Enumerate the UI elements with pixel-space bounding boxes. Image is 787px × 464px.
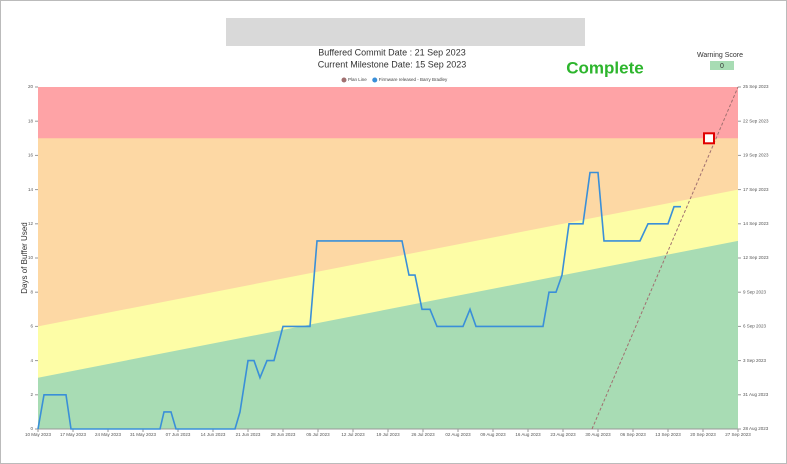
x-tick-label: 10 May 2023 bbox=[25, 432, 52, 437]
legend-swatch bbox=[372, 77, 378, 83]
zone bbox=[38, 240, 738, 429]
x-tick-label: 02 Aug 2023 bbox=[445, 432, 471, 437]
y-tick-label: 18 bbox=[28, 118, 34, 123]
status: Complete bbox=[566, 58, 643, 77]
y-tick-label: 20 bbox=[28, 84, 34, 89]
y-tick-label: 2 bbox=[30, 392, 33, 397]
y-tick-label: 6 bbox=[30, 324, 33, 329]
y2-tick-label: 17 Sep 2023 bbox=[743, 187, 769, 192]
x-tick-label: 09 Aug 2023 bbox=[480, 432, 506, 437]
x-tick-label: 07 Jun 2023 bbox=[166, 432, 191, 437]
subtitle: Buffered Commit Date : 21 Sep 2023 bbox=[318, 47, 465, 57]
x-tick-label: 05 Jul 2023 bbox=[306, 432, 330, 437]
series-line bbox=[591, 86, 739, 430]
y2-tick-label: 6 Sep 2023 bbox=[743, 324, 767, 329]
y2-tick-label: 9 Sep 2023 bbox=[743, 289, 767, 294]
y2-tick-label: 25 Sep 2023 bbox=[743, 84, 769, 89]
warning-score: 0 bbox=[720, 63, 724, 70]
x-tick-label: 14 Jun 2023 bbox=[201, 432, 226, 437]
legend-swatch bbox=[341, 77, 347, 83]
y2-tick-label: 3 Sep 2023 bbox=[743, 358, 767, 363]
x-tick-label: 06 Sep 2023 bbox=[620, 432, 646, 437]
x-tick-label: 30 Aug 2023 bbox=[585, 432, 611, 437]
x-tick-label: 28 Jun 2023 bbox=[271, 432, 296, 437]
y2-tick-label: 19 Sep 2023 bbox=[743, 153, 769, 158]
x-tick-label: 27 Sep 2023 bbox=[725, 432, 751, 437]
x-tick-label: 16 Aug 2023 bbox=[515, 432, 541, 437]
series-line bbox=[37, 171, 681, 430]
y2-tick-label: 14 Sep 2023 bbox=[743, 221, 769, 226]
y2-tick-label: 22 Sep 2023 bbox=[743, 118, 769, 123]
marker bbox=[703, 132, 715, 145]
x-tick-label: 21 Jun 2023 bbox=[236, 432, 261, 437]
y-axis-label: Days of Buffer Used bbox=[20, 222, 29, 293]
y2-tick-label: 31 Aug 2023 bbox=[743, 392, 769, 397]
y2-tick-label: 12 Sep 2023 bbox=[743, 255, 769, 260]
x-tick-label: 12 Jul 2023 bbox=[341, 432, 365, 437]
x-tick-label: 26 Jul 2023 bbox=[411, 432, 435, 437]
y-tick-label: 10 bbox=[28, 255, 34, 260]
x-tick-label: 23 Aug 2023 bbox=[550, 432, 576, 437]
subtitle: Current Milestone Date: 15 Sep 2023 bbox=[318, 59, 467, 69]
y-tick-label: 4 bbox=[30, 358, 33, 363]
legend-label: Plan Line bbox=[348, 77, 367, 82]
x-tick-label: 13 Sep 2023 bbox=[655, 432, 681, 437]
redacted-title bbox=[226, 18, 585, 46]
legend-label: Firmware released - Barry Bradley bbox=[379, 77, 448, 82]
y-tick-label: 8 bbox=[30, 289, 33, 294]
x-tick-label: 20 Sep 2023 bbox=[690, 432, 716, 437]
y-tick-label: 16 bbox=[28, 153, 34, 158]
x-tick-label: 24 May 2023 bbox=[95, 432, 122, 437]
y-tick-label: 0 bbox=[30, 426, 33, 431]
x-tick-label: 31 May 2023 bbox=[130, 432, 157, 437]
y-tick-label: 14 bbox=[28, 187, 34, 192]
y2-tick-label: 28 Aug 2023 bbox=[743, 426, 769, 431]
y-tick-label: 12 bbox=[28, 221, 34, 226]
x-tick-label: 17 May 2023 bbox=[60, 432, 87, 437]
x-tick-label: 19 Jul 2023 bbox=[376, 432, 400, 437]
warning-score-box bbox=[710, 61, 734, 70]
warning-score-label: Warning Score bbox=[697, 52, 743, 59]
